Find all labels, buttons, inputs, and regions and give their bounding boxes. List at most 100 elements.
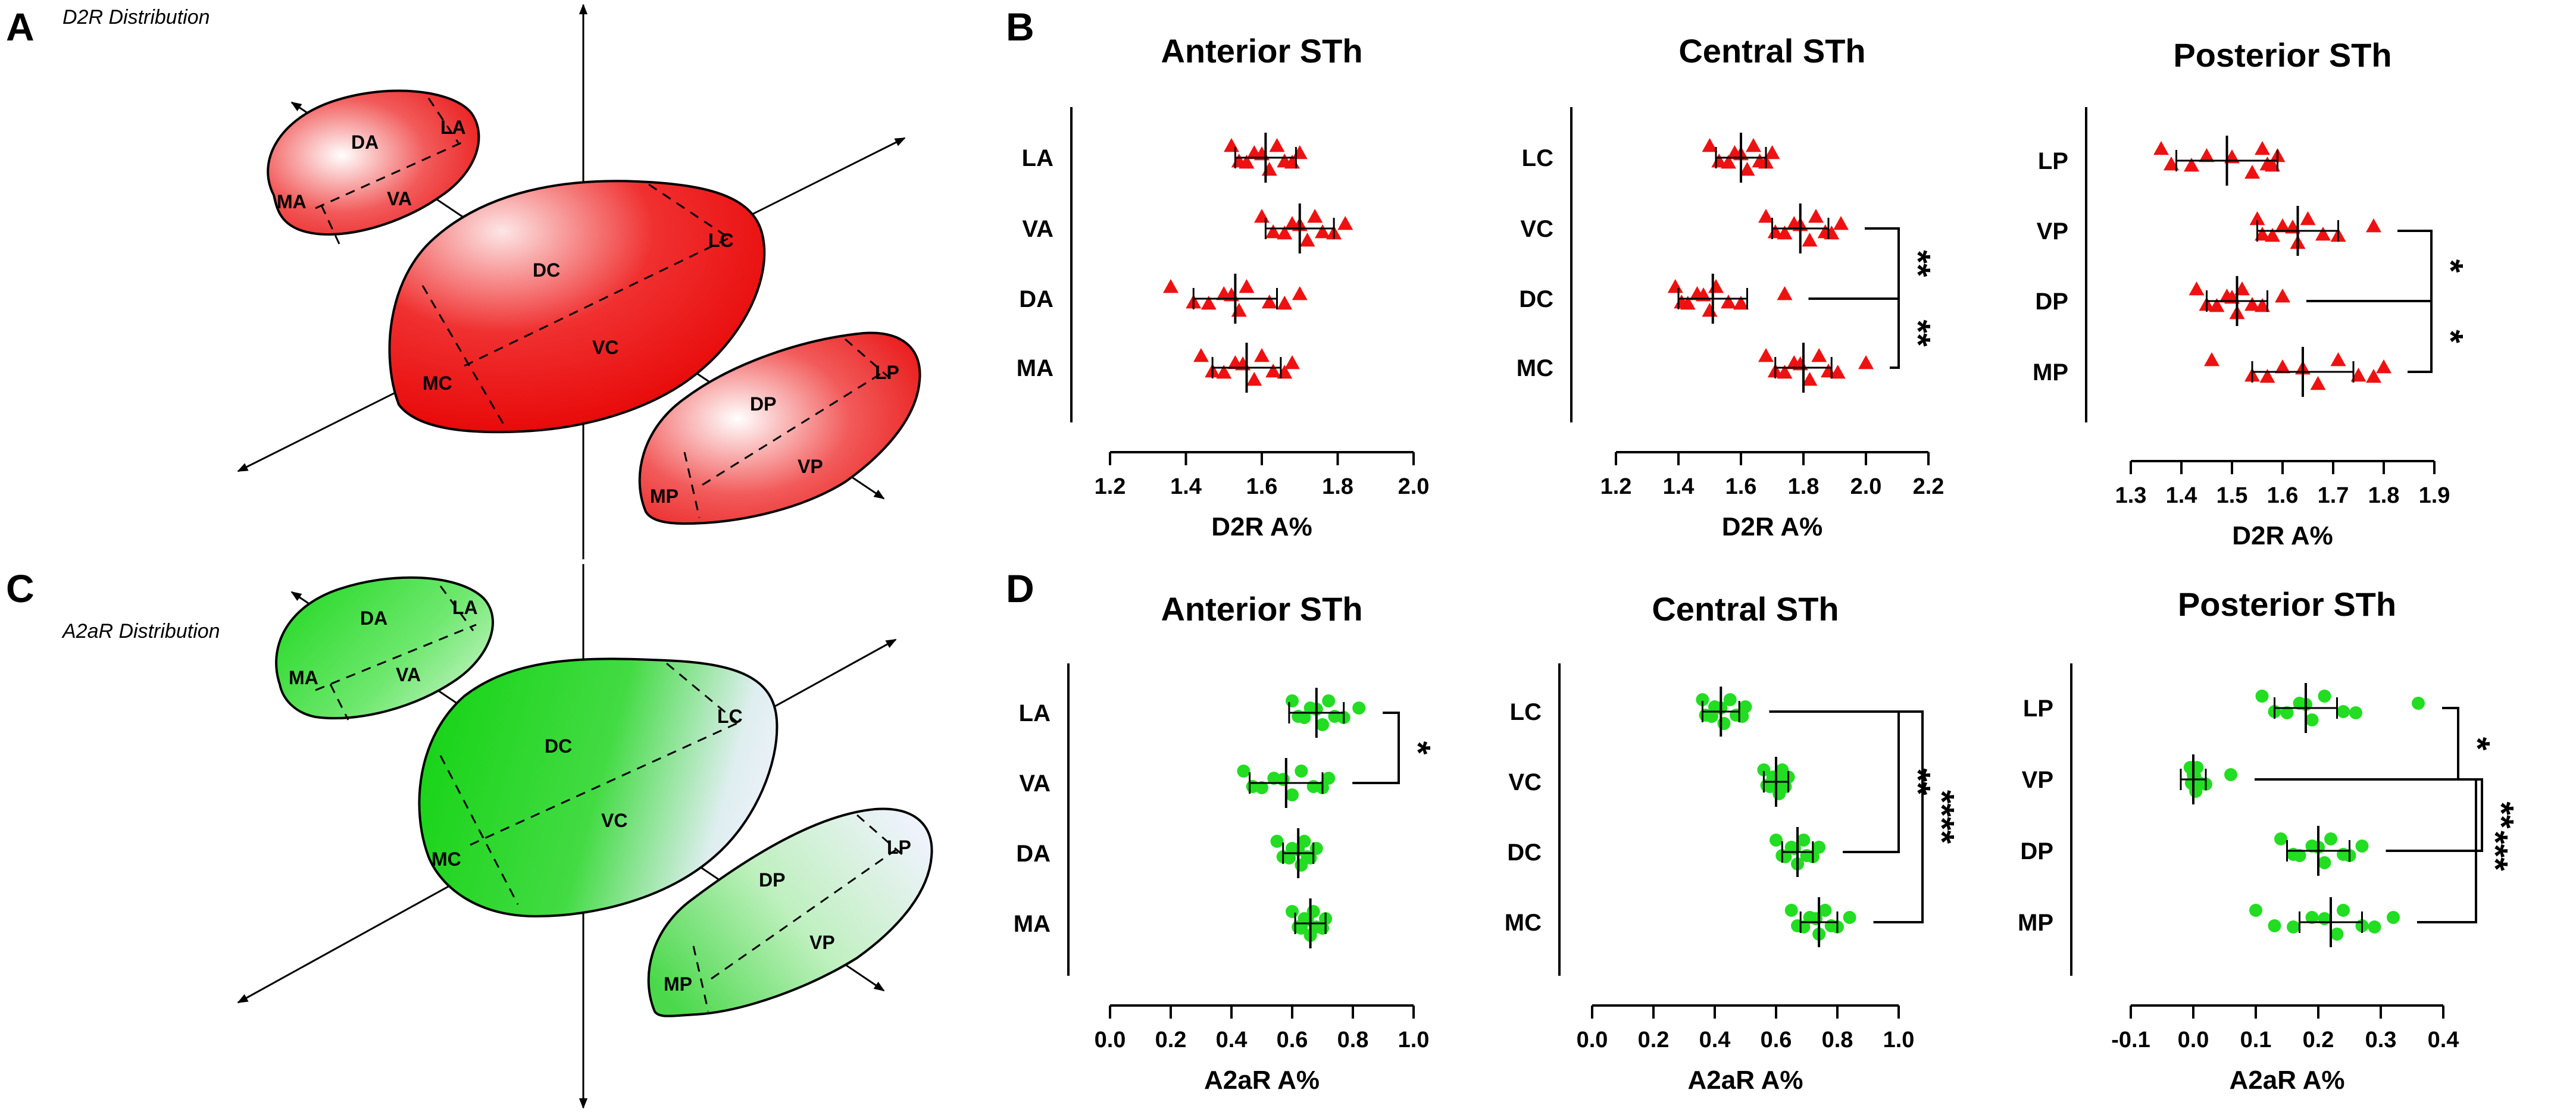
chart-title: Central STh — [1678, 32, 1865, 70]
x-tick-label: 0.4 — [1699, 1028, 1731, 1053]
region-va-green: VA — [396, 664, 421, 685]
x-axis-label: D2R A% — [1211, 512, 1312, 541]
data-point — [1721, 295, 1736, 309]
x-tick-label: 1.8 — [2368, 483, 2400, 508]
significance-bracket — [1769, 710, 1924, 923]
data-point — [1777, 286, 1793, 300]
y-tick-label: DP — [2020, 838, 2053, 864]
data-point — [1270, 835, 1284, 848]
data-point — [2324, 832, 2337, 845]
data-point — [1830, 365, 1846, 379]
data-point — [1239, 155, 1255, 169]
data-point — [1265, 224, 1281, 239]
data-point — [2305, 911, 2319, 924]
data-point — [1277, 225, 1293, 240]
significance-label: ** — [1899, 319, 1937, 347]
y-tick-label: LA — [1019, 700, 1051, 726]
region-ma-green: MA — [289, 667, 318, 688]
data-point — [1286, 694, 1299, 707]
region-la-green: LA — [452, 597, 478, 618]
data-point — [2366, 218, 2381, 233]
data-point — [1224, 138, 1239, 152]
significance-label: * — [2458, 737, 2497, 751]
data-point — [2274, 832, 2287, 845]
y-tick-label: DP — [2035, 289, 2068, 315]
data-point — [2330, 352, 2346, 367]
data-point — [2310, 376, 2326, 390]
chart-title: Anterior STh — [1161, 590, 1362, 628]
a2ar-distribution-title: A2aR Distribution — [61, 620, 220, 643]
region-mp-green: MP — [664, 973, 692, 995]
data-point — [1261, 162, 1277, 176]
region-lc-green: LC — [717, 706, 743, 727]
significance-label: ** — [2482, 801, 2521, 829]
data-point — [2293, 849, 2306, 862]
data-point — [1193, 348, 1209, 362]
data-point — [1702, 138, 1718, 152]
x-axis-label: D2R A% — [2232, 521, 2333, 550]
data-point — [1239, 279, 1255, 293]
significance-bracket — [1808, 227, 1900, 300]
data-point — [2305, 713, 2319, 726]
data-point — [2337, 904, 2350, 917]
data-point — [2184, 158, 2199, 172]
data-point — [1723, 693, 1737, 706]
data-point — [2255, 298, 2270, 312]
data-point — [1812, 841, 1826, 854]
data-point — [2255, 227, 2270, 241]
x-tick-label: 0.1 — [2240, 1028, 2272, 1053]
significance-label: * — [2431, 330, 2470, 343]
data-point — [1808, 209, 1824, 223]
data-point — [1833, 216, 1849, 230]
region-dc: DC — [533, 259, 560, 281]
data-point — [1265, 364, 1281, 378]
x-axis-label: A2aR A% — [1688, 1066, 1803, 1095]
chart-title: Anterior STh — [1161, 32, 1362, 70]
y-tick-label: VC — [1508, 769, 1542, 795]
data-point — [2164, 156, 2179, 171]
data-point — [1201, 296, 1217, 310]
chart-d2: Central STh 0.0 0.2 0.4 0.6 0.8 1.0 A2aR A% LC VC… — [1505, 590, 1961, 1095]
data-point — [1284, 355, 1300, 369]
significance-bracket — [2306, 230, 2433, 302]
data-point — [2368, 920, 2381, 934]
chart-d3: Posterior STh -0.1 0.0 0.1 0.2 0.3 0.4 A2aR A% L… — [2018, 585, 2521, 1095]
x-tick-label: 0.8 — [1822, 1028, 1853, 1053]
data-point — [1163, 279, 1178, 293]
data-point — [2300, 211, 2316, 225]
x-tick-label: 1.0 — [1883, 1028, 1915, 1053]
data-point — [1295, 765, 1308, 778]
data-point — [1758, 209, 1774, 223]
region-vc-green: VC — [601, 810, 627, 831]
y-tick-label: VP — [2022, 767, 2053, 793]
x-tick-label: 0.2 — [2303, 1028, 2334, 1053]
y-tick-label: VP — [2037, 218, 2068, 245]
data-point — [2224, 768, 2237, 781]
data-point — [1702, 303, 1718, 317]
data-point — [2318, 856, 2331, 869]
data-point — [1757, 763, 1771, 776]
data-point — [2287, 920, 2300, 934]
data-point — [1322, 772, 1336, 785]
x-tick-label: 1.5 — [2217, 483, 2248, 508]
y-tick-label: LP — [2023, 696, 2053, 722]
data-point — [1261, 295, 1277, 309]
significance-label: ** — [1899, 768, 1937, 795]
data-point — [2268, 919, 2281, 932]
anterior-sth-green: DA LA MA VA — [275, 576, 494, 721]
data-point — [2318, 912, 2331, 925]
region-mc: MC — [423, 372, 452, 394]
data-point — [1255, 781, 1268, 794]
data-point — [2350, 368, 2366, 382]
significance-bracket — [1352, 712, 1400, 784]
chart-title: Posterior STh — [2173, 36, 2391, 74]
data-point — [1231, 303, 1247, 317]
region-va: VA — [387, 188, 412, 209]
x-tick-label: 1.0 — [1398, 1028, 1430, 1053]
region-mp: MP — [650, 485, 679, 507]
data-point — [2204, 352, 2219, 367]
y-tick-label: MC — [1517, 355, 1553, 381]
region-mc-green: MC — [432, 848, 461, 870]
panel-label-d: D — [1006, 566, 1034, 610]
